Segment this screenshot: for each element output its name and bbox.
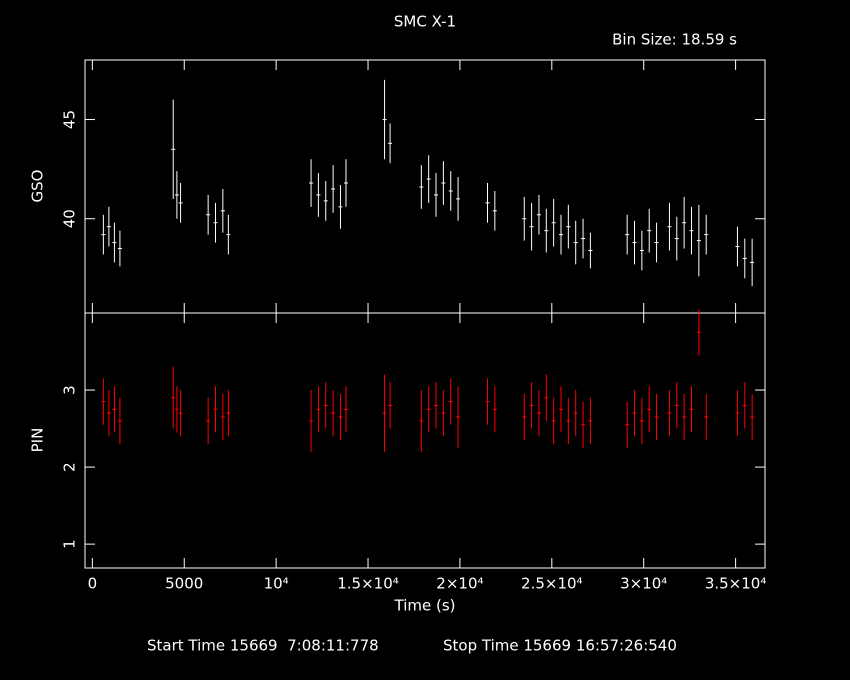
y-tick-label: 2: [61, 462, 79, 472]
x-tick-label: 0: [88, 575, 98, 593]
y-axis-label: GSO: [29, 170, 47, 203]
bin-size: Bin Size: 18.59 s: [612, 31, 737, 49]
y-tick-label: 1: [61, 539, 79, 549]
chart-title: SMC X-1: [394, 13, 456, 31]
x-tick-label: 3×10⁴: [620, 575, 667, 593]
x-tick-label: 1.5×10⁴: [337, 575, 399, 593]
x-tick-label: 2×10⁴: [436, 575, 483, 593]
start-time: Start Time 15669 7:08:11:778: [147, 637, 379, 655]
panel-frame: [84, 59, 766, 314]
y-axis-label: PIN: [29, 428, 47, 453]
panel-frame: [84, 312, 766, 569]
x-tick-label: 2.5×10⁴: [521, 575, 583, 593]
y-tick-label: 40: [61, 209, 79, 228]
x-tick-label: 10⁴: [264, 575, 289, 593]
x-tick-label: 5000: [165, 575, 203, 593]
stop-time: Stop Time 15669 16:57:26:540: [443, 637, 677, 655]
y-tick-label: 45: [61, 110, 79, 129]
x-axis-label: Time (s): [394, 597, 456, 615]
y-tick-label: 3: [61, 385, 79, 395]
x-tick-label: 3.5×10⁴: [705, 575, 767, 593]
